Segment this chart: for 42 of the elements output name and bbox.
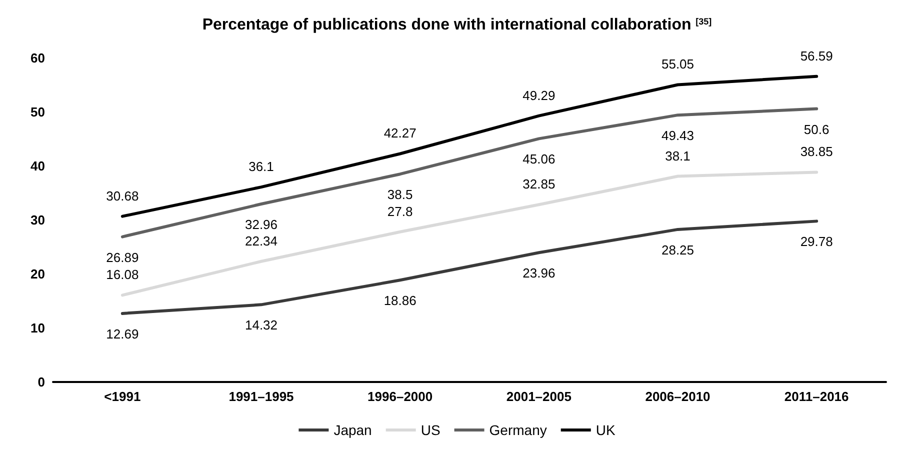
data-label: 38.85: [800, 144, 833, 160]
data-label: 22.34: [244, 233, 278, 248]
data-label: 12.69: [106, 326, 139, 342]
chart-title: Percentage of publications done with international collaboration [35]: [202, 16, 712, 34]
data-label: 36.1: [248, 159, 274, 174]
y-tick-label: 10: [30, 320, 45, 336]
data-label: 50.6: [804, 122, 830, 137]
y-tick-label: 50: [30, 104, 45, 120]
data-label: 16.08: [106, 267, 139, 282]
data-label: 49.43: [661, 128, 694, 144]
data-label: 26.89: [106, 250, 139, 265]
data-label: 27.8: [387, 204, 413, 219]
data-label: 55.05: [661, 56, 694, 72]
x-tick-label: <1991: [104, 389, 141, 404]
y-tick-label: 60: [30, 50, 45, 66]
data-label: 32.96: [244, 217, 278, 232]
x-tick-label: 2006–2010: [645, 389, 710, 404]
data-label: 45.06: [522, 152, 556, 167]
data-label: 32.85: [522, 176, 556, 192]
data-label: 23.96: [522, 266, 556, 281]
data-label: 42.27: [384, 126, 416, 141]
data-label: 56.59: [800, 48, 833, 64]
x-tick-label: 2001–2005: [506, 389, 572, 404]
y-tick-label: 20: [30, 266, 45, 282]
legend-label: Germany: [489, 422, 547, 438]
data-label: 18.86: [384, 293, 416, 308]
data-label: 38.5: [387, 187, 413, 202]
data-label: 29.78: [800, 234, 833, 250]
legend-label: US: [420, 422, 440, 438]
y-tick-label: 0: [38, 374, 45, 390]
x-tick-label: 1991–1995: [228, 389, 294, 404]
data-label: 38.1: [665, 148, 690, 164]
data-label: 49.29: [522, 88, 556, 103]
data-label: 30.68: [106, 188, 139, 204]
data-label: 14.32: [244, 318, 278, 333]
y-tick-label: 30: [30, 212, 45, 228]
data-label: 28.25: [661, 242, 694, 258]
x-tick-label: 1996–2000: [368, 389, 433, 404]
x-tick-label: 2011–2016: [784, 389, 849, 404]
legend-label: Japan: [334, 422, 372, 438]
y-tick-label: 40: [30, 158, 45, 174]
legend-label: UK: [596, 422, 616, 438]
